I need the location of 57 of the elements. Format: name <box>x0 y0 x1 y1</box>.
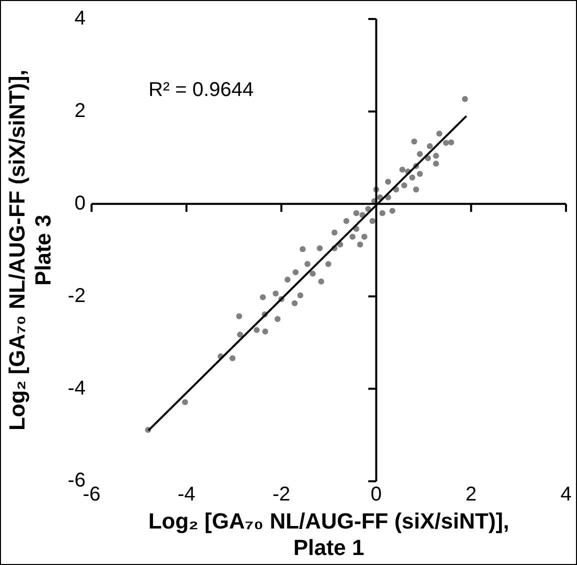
x-tick-label: -4 <box>178 484 196 506</box>
point <box>284 276 291 283</box>
point <box>389 208 396 214</box>
point <box>426 143 433 150</box>
x-tick-label: 4 <box>560 484 572 506</box>
point <box>411 138 418 144</box>
point <box>292 300 298 306</box>
point <box>361 234 368 240</box>
point <box>416 170 423 177</box>
point <box>413 186 420 193</box>
point <box>401 182 408 188</box>
point <box>399 166 406 173</box>
point <box>310 270 316 277</box>
point <box>433 152 440 159</box>
x-axis-title: Log₂ [GA₇₀ NL/AUG-FF (siX/siNT)], Plate 1 <box>148 508 510 560</box>
point <box>236 313 242 320</box>
point <box>436 130 442 137</box>
y-tick-label: 4 <box>74 8 86 30</box>
x-tick-label: -2 <box>272 484 290 506</box>
y-axis-title: Log₂ [GA₇₀ NL/AUG-FF (siX/siNT)], Plate 3 <box>4 70 56 431</box>
point <box>433 160 440 167</box>
point <box>300 246 306 252</box>
point <box>262 328 268 334</box>
point <box>260 294 266 300</box>
point <box>297 292 304 298</box>
point <box>331 230 338 236</box>
point <box>229 355 236 362</box>
point <box>448 139 454 146</box>
point <box>350 234 356 240</box>
annotation: R² = 0.9644 <box>148 79 254 102</box>
point <box>182 399 188 406</box>
point <box>369 218 376 224</box>
x-tick-label: 2 <box>466 484 477 506</box>
y-tick-label: -2 <box>68 284 86 307</box>
y-tick-label: 0 <box>74 192 86 214</box>
point <box>254 327 260 334</box>
point <box>318 278 324 285</box>
y-tick-label: 2 <box>74 100 86 122</box>
point <box>343 218 350 224</box>
point <box>442 140 449 146</box>
point <box>274 316 281 322</box>
y-tick-label: -6 <box>68 470 86 492</box>
point <box>379 210 386 216</box>
point <box>462 96 468 102</box>
point <box>237 332 244 338</box>
point <box>353 210 360 216</box>
point <box>304 260 310 267</box>
x-tick-label: 0 <box>370 484 382 506</box>
point <box>292 269 299 276</box>
point <box>316 245 323 252</box>
point <box>272 290 279 297</box>
point <box>416 150 423 157</box>
point <box>385 178 392 185</box>
point <box>325 260 332 267</box>
point <box>409 174 416 181</box>
y-tick-label: -4 <box>68 377 86 400</box>
point <box>357 242 364 248</box>
